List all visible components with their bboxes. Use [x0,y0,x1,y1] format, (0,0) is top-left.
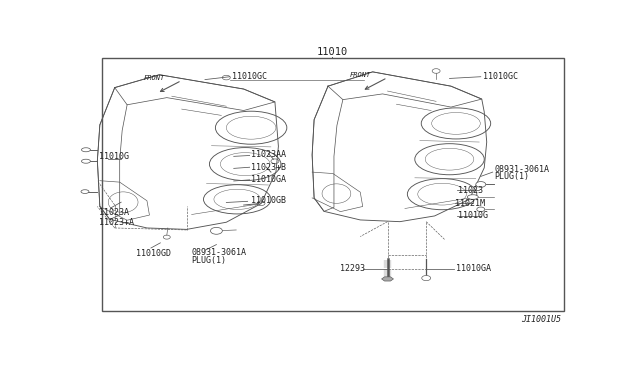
Circle shape [211,227,222,234]
Text: PLUG(1): PLUG(1) [191,256,226,264]
Text: 11023+A: 11023+A [99,218,134,227]
Text: 11021M: 11021M [456,199,486,208]
Text: FRONT: FRONT [349,73,371,78]
Text: FRONT: FRONT [144,75,165,81]
Ellipse shape [81,190,89,193]
Text: JI1001U5: JI1001U5 [521,315,561,324]
Ellipse shape [467,195,478,199]
Text: 11010GA: 11010GA [251,175,286,185]
Circle shape [477,207,484,212]
Text: 11010GA: 11010GA [456,264,491,273]
Text: 11010GC: 11010GC [483,72,518,81]
Text: 11010GC: 11010GC [232,72,267,81]
Text: 11010G: 11010G [458,211,488,221]
Text: 11023A: 11023A [99,208,129,217]
Ellipse shape [81,159,90,163]
Text: 11023AA: 11023AA [251,150,286,158]
Text: 11010GB: 11010GB [251,196,286,205]
Text: PLUG(1): PLUG(1) [494,173,529,182]
Text: 08931-3061A: 08931-3061A [494,165,549,174]
Text: 08931-3061A: 08931-3061A [191,248,246,257]
Bar [102,58,564,311]
Text: 12293: 12293 [340,264,365,273]
Text: 11010G: 11010G [99,153,129,161]
Ellipse shape [81,148,90,152]
Circle shape [422,276,431,280]
Text: 11010GD: 11010GD [136,248,170,258]
Text: 11023+B: 11023+B [251,163,286,172]
Text: 11010: 11010 [316,47,348,57]
Polygon shape [381,277,394,281]
Text: 11023: 11023 [458,186,483,195]
Circle shape [476,182,486,187]
